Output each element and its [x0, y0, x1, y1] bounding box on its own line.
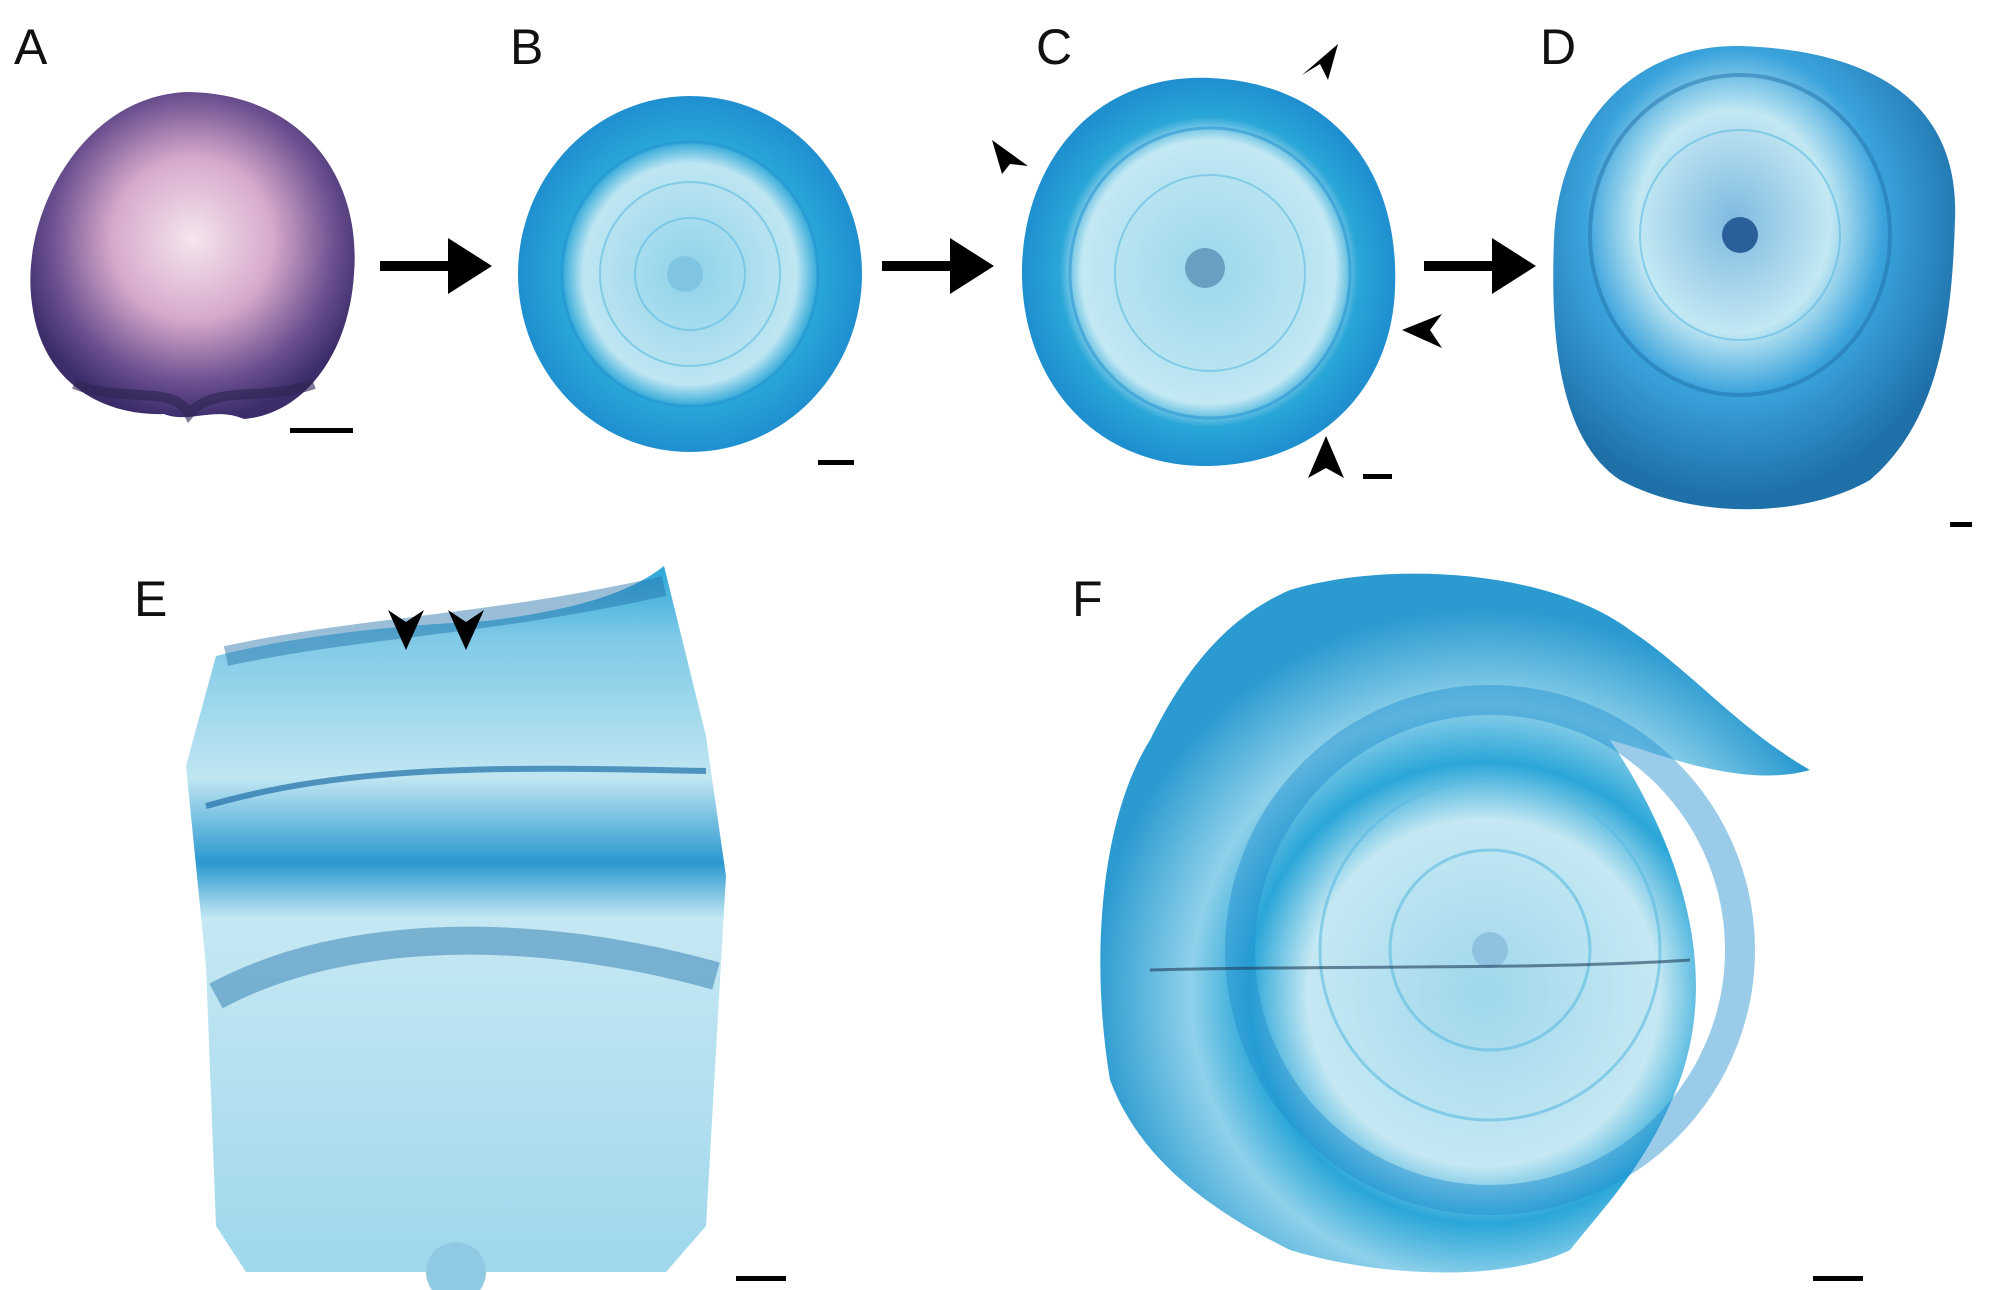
arrowhead-icon: [1302, 44, 1338, 80]
section-image-a: [30, 92, 355, 424]
arrowhead-icon: [1402, 314, 1442, 348]
scale-bar-c: [1363, 474, 1392, 479]
scale-bar-a: [290, 428, 353, 433]
panel-label-b: B: [510, 19, 544, 75]
arrowhead-icon: [992, 140, 1028, 174]
section-image-c: [1021, 77, 1396, 467]
panel-label-f: F: [1072, 571, 1103, 627]
scale-bar-f: [1813, 1276, 1863, 1281]
panel-label-e: E: [134, 571, 168, 627]
panel-label-a: A: [14, 19, 48, 75]
panel-label-c: C: [1036, 19, 1073, 75]
flow-arrow-icon: [1424, 238, 1536, 294]
arrowhead-icon: [388, 610, 424, 650]
scale-bar-b: [818, 460, 854, 465]
scale-bar-e: [736, 1276, 786, 1281]
arrowhead-icon: [1308, 436, 1344, 478]
flow-arrow-icon: [882, 238, 994, 294]
flow-arrow-icon: [380, 238, 492, 294]
section-image-b: [518, 96, 862, 452]
section-image-e: [186, 566, 726, 1290]
scale-bar-d: [1950, 522, 1972, 527]
section-image-d: [1553, 45, 1956, 510]
arrowhead-icon: [448, 610, 484, 650]
section-image-f: [1100, 573, 1810, 1273]
panel-label-d: D: [1540, 19, 1577, 75]
